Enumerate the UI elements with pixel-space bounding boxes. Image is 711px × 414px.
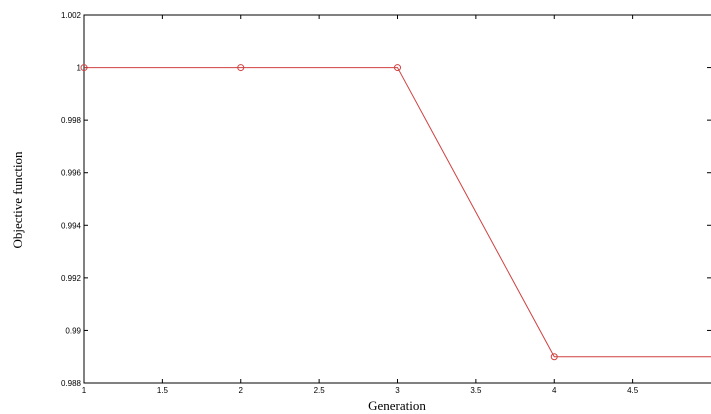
- x-tick-label: 2: [239, 386, 244, 395]
- series-layer: [80, 64, 711, 361]
- x-tick-label: 3.5: [470, 386, 482, 395]
- x-tick-label: 1: [82, 386, 87, 395]
- y-tick-label: 0.996: [61, 169, 82, 178]
- data-point: [550, 353, 558, 361]
- x-tick-label: 4: [552, 386, 557, 395]
- x-tick-label: 4.5: [627, 386, 639, 395]
- plot-area: [83, 14, 711, 384]
- x-tick-label: 1.5: [157, 386, 169, 395]
- x-axis: 1 1.5 2 2.5 3 3.5 4 4.5: [82, 15, 639, 395]
- x-tick-label: 3: [395, 386, 400, 395]
- y-tick-label: 0.992: [61, 274, 82, 283]
- series-line: [84, 67, 711, 358]
- x-axis-title: Generation: [368, 398, 426, 413]
- data-point: [80, 64, 88, 72]
- y-tick-label: 1: [77, 64, 82, 73]
- y-tick-label: 0.99: [65, 326, 81, 335]
- y-axis-title: Objective function: [10, 151, 25, 249]
- y-tick-label: 1.002: [61, 11, 82, 20]
- y-axis: 0.988 0.99 0.992 0.994 0.996 0.998 1 1.002: [61, 11, 711, 388]
- axes-box: [83, 14, 711, 384]
- y-tick-label: 0.988: [61, 379, 82, 388]
- y-tick-label: 0.998: [61, 116, 82, 125]
- x-tick-label: 2.5: [314, 386, 326, 395]
- data-point: [237, 64, 245, 72]
- data-point: [394, 64, 401, 72]
- y-tick-label: 0.994: [61, 221, 82, 230]
